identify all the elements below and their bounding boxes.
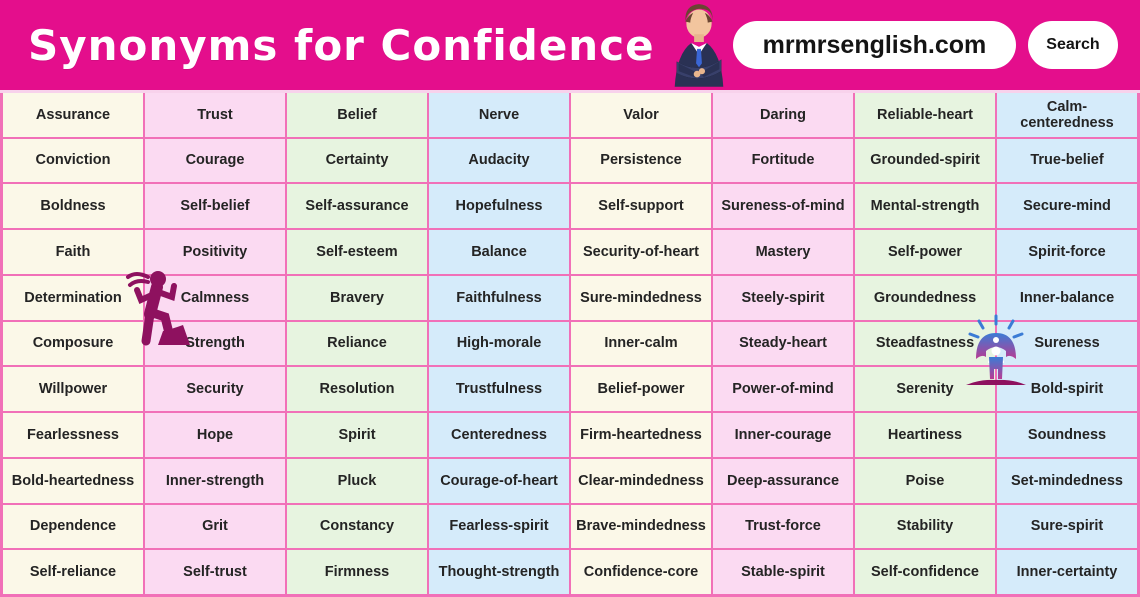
table-cell: Constancy (287, 504, 427, 549)
table-cell: Positivity (145, 230, 285, 274)
table-cell: Set-mindedness (997, 458, 1137, 503)
table-cell: Inner-strength (145, 458, 285, 503)
header-pills: mrmrsenglish.com Search (732, 21, 1118, 69)
table-cell: Self-esteem (287, 230, 427, 274)
table-cell: Nerve (429, 93, 569, 137)
table-cell: Certainty (287, 138, 427, 183)
table-cell: Inner-certainty (997, 550, 1137, 594)
table-cell: Inner-courage (713, 413, 853, 457)
businessman-icon (665, 0, 733, 92)
table-cell: Heartiness (855, 413, 995, 457)
page-title: Synonyms for Confidence (28, 20, 655, 70)
table-cell: Stability (855, 504, 995, 549)
table-cell: Faith (3, 230, 143, 274)
table-cell: Self-support (571, 184, 711, 229)
table-cell: Spirit (287, 413, 427, 457)
table-cell: Bold-spirit (997, 367, 1137, 412)
table-cell: Inner-calm (571, 321, 711, 366)
table-cell: Determination (3, 275, 143, 320)
table-cell: Sureness-of-mind (713, 184, 853, 229)
table-cell: Steely-spirit (713, 275, 853, 320)
table-cell: Brave-mindedness (571, 504, 711, 549)
table-cell: Security-of-heart (571, 230, 711, 274)
table-cell: Hope (145, 413, 285, 457)
synonyms-table: Assurance Trust Belief Nerve Valor Daring Reli… (0, 93, 1140, 597)
table-cell: Reliable-heart (855, 93, 995, 137)
table-cell: Fearlessness (3, 413, 143, 457)
table-cell: Assurance (3, 93, 143, 137)
table-cell: Conviction (3, 138, 143, 183)
table-cell: Sure-mindedness (571, 275, 711, 320)
table-cell: Pluck (287, 458, 427, 503)
table-cell: Inner-balance (997, 275, 1137, 320)
table-cell: Dependence (3, 504, 143, 549)
table-cell: Secure-mind (997, 184, 1137, 229)
table-cell: Mental-strength (855, 184, 995, 229)
table-cell: Trust (145, 93, 285, 137)
table-cell: Centeredness (429, 413, 569, 457)
table-cell: Reliance (287, 321, 427, 366)
header: Synonyms for Confidence (0, 0, 1140, 93)
table-cell: Steady-heart (713, 321, 853, 366)
table-cell: Belief (287, 93, 427, 137)
table-cell: Groundedness (855, 275, 995, 320)
table-cell: Valor (571, 93, 711, 137)
table-cell: Self-power (855, 230, 995, 274)
table-cell: Willpower (3, 367, 143, 412)
table-cell: Fortitude (713, 138, 853, 183)
table-cell: Deep-assurance (713, 458, 853, 503)
table-cell: Boldness (3, 184, 143, 229)
table-cell: Composure (3, 321, 143, 366)
table-cell: Balance (429, 230, 569, 274)
table-cell: Thought-strength (429, 550, 569, 594)
table-cell: Power-of-mind (713, 367, 853, 412)
table-cell: Steadfastness (855, 321, 995, 366)
table-cell: Bold-heartedness (3, 458, 143, 503)
table-cell: Spirit-force (997, 230, 1137, 274)
table-cell: Self-belief (145, 184, 285, 229)
table-cell: Audacity (429, 138, 569, 183)
table-cell: Strength (145, 321, 285, 366)
table-cell: Grit (145, 504, 285, 549)
table-cell: Faithfulness (429, 275, 569, 320)
table-cell: Mastery (713, 230, 853, 274)
table-cell: Sure-spirit (997, 504, 1137, 549)
table-cell: Self-reliance (3, 550, 143, 594)
table-cell: Grounded-spirit (855, 138, 995, 183)
table-cell: Daring (713, 93, 853, 137)
table-cell: Confidence-core (571, 550, 711, 594)
table-cell: Courage (145, 138, 285, 183)
table-cell: Serenity (855, 367, 995, 412)
table-cell: Stable-spirit (713, 550, 853, 594)
table-cell: Firm-heartedness (571, 413, 711, 457)
table-cell: High-morale (429, 321, 569, 366)
website-pill[interactable]: mrmrsenglish.com (732, 21, 1017, 69)
table-cell: Bravery (287, 275, 427, 320)
table-cell: Trustfulness (429, 367, 569, 412)
table-cell: Calmness (145, 275, 285, 320)
table-cell: Hopefulness (429, 184, 569, 229)
table-cell: Resolution (287, 367, 427, 412)
table-cell: Courage-of-heart (429, 458, 569, 503)
search-button[interactable]: Search (1028, 21, 1118, 69)
table-cell: Poise (855, 458, 995, 503)
table-cell: Self-confidence (855, 550, 995, 594)
table-cell: Clear-mindedness (571, 458, 711, 503)
table-cell: True-belief (997, 138, 1137, 183)
table-cell: Self-trust (145, 550, 285, 594)
table-cell: Fearless-spirit (429, 504, 569, 549)
table-cell: Belief-power (571, 367, 711, 412)
table-cell: Persistence (571, 138, 711, 183)
table-cell: Firmness (287, 550, 427, 594)
table-cell: Calm-centeredness (997, 93, 1137, 137)
table-cell: Trust-force (713, 504, 853, 549)
table-cell: Security (145, 367, 285, 412)
table-cell: Soundness (997, 413, 1137, 457)
table-cell: Self-assurance (287, 184, 427, 229)
table-cell: Sureness (997, 321, 1137, 366)
